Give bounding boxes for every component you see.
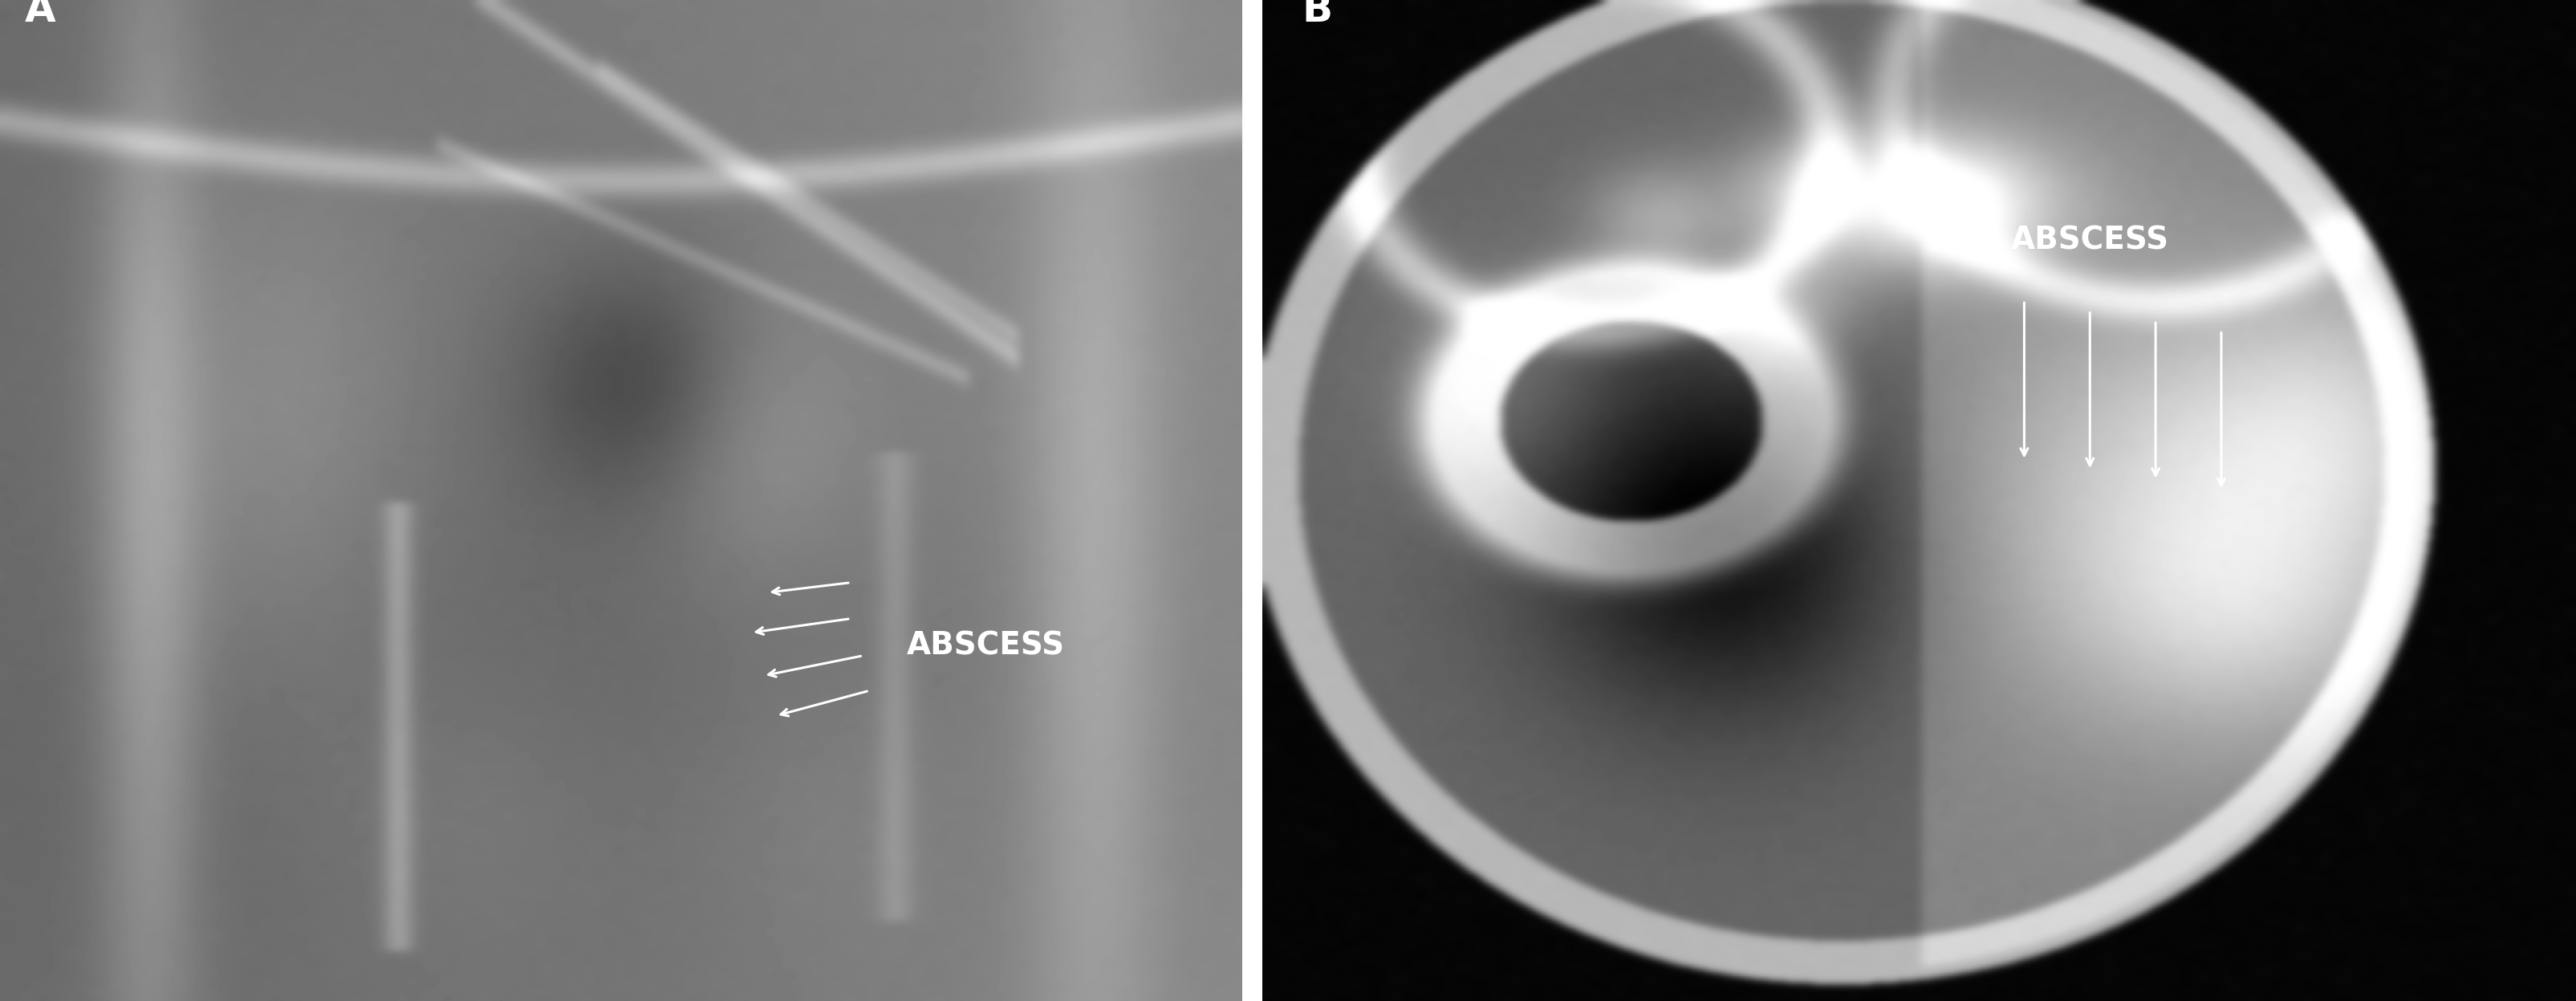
Text: ABSCESS: ABSCESS	[907, 631, 1064, 661]
Text: ABSCESS: ABSCESS	[2012, 225, 2169, 255]
Text: B: B	[1301, 0, 1332, 30]
Text: A: A	[26, 0, 57, 30]
